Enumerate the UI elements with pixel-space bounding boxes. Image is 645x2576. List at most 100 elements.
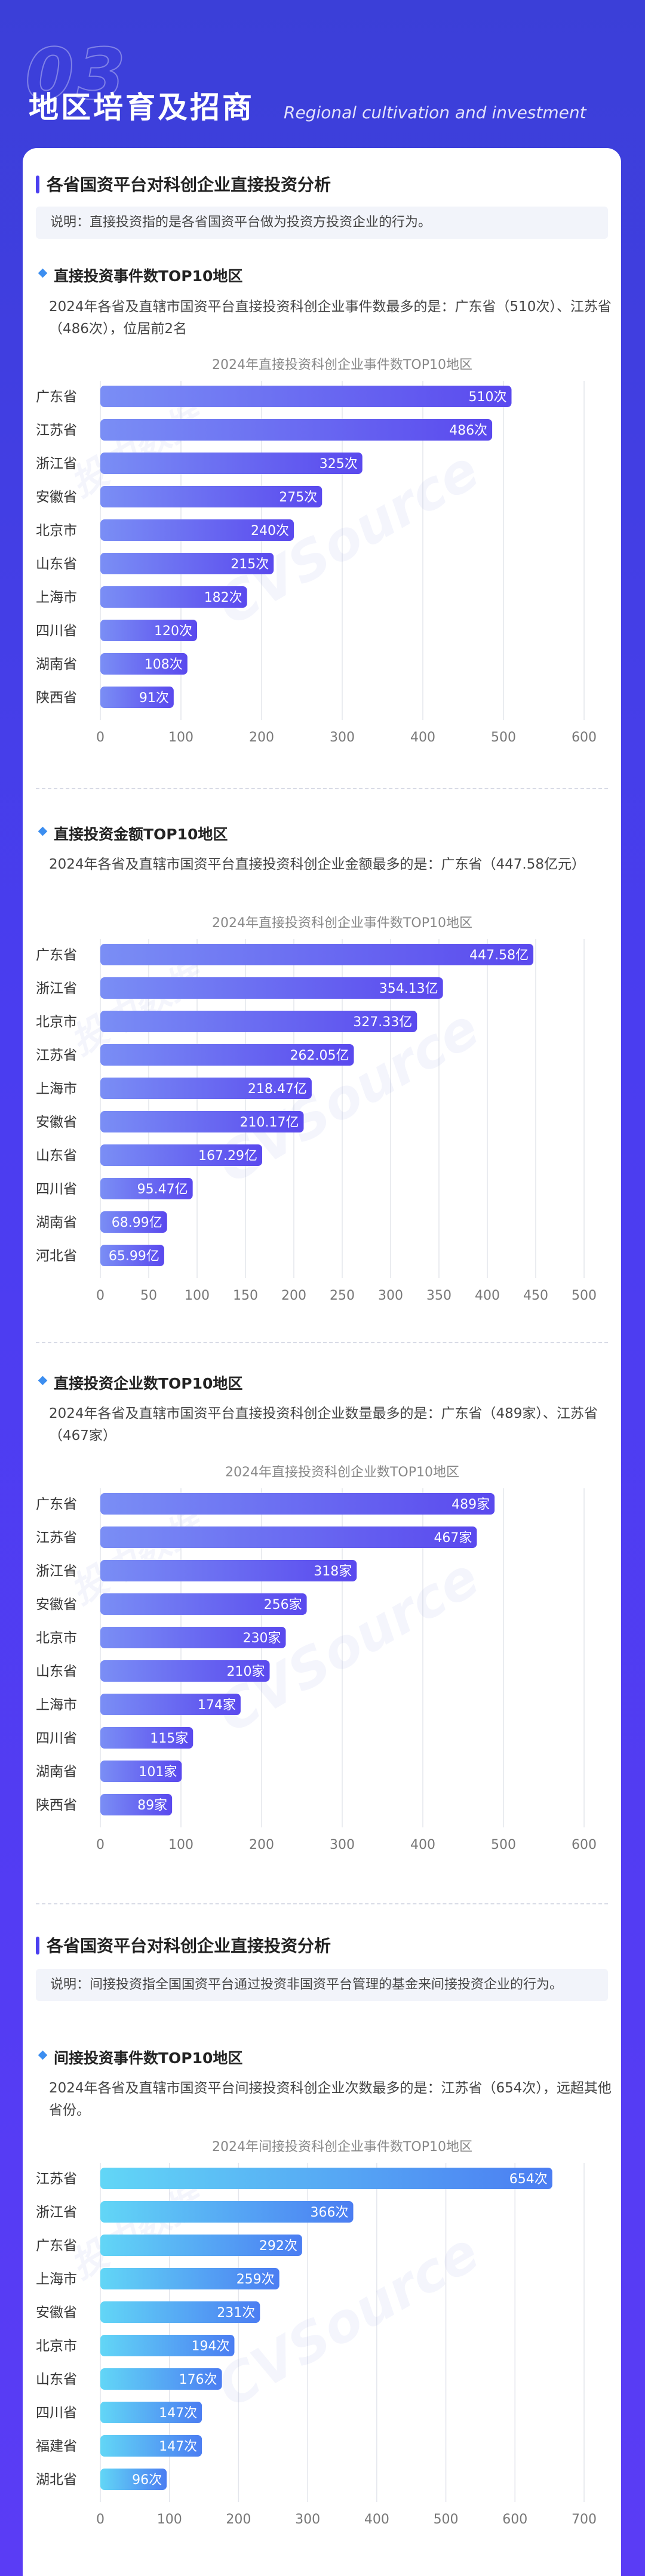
subtitle-chart-1: 直接投资事件数TOP10地区	[38, 264, 242, 286]
bar	[100, 486, 322, 507]
x-tick-label: 600	[572, 1838, 597, 1852]
x-tick-label: 300	[330, 730, 355, 745]
diamond-icon	[38, 1375, 48, 1386]
bar	[100, 1493, 495, 1515]
x-tick-label: 0	[96, 2512, 105, 2527]
y-category-label: 四川省	[36, 2405, 77, 2421]
page-subtitle: Regional cultivation and investment	[284, 103, 586, 122]
bar	[100, 620, 197, 641]
bar-value-label: 101家	[139, 1765, 177, 1780]
y-category-label: 广东省	[36, 2238, 77, 2254]
bar-value-label: 467家	[434, 1531, 472, 1546]
y-category-label: 上海市	[36, 590, 77, 605]
x-tick-label: 200	[226, 2512, 251, 2527]
x-tick-label: 0	[96, 1288, 105, 1303]
desc-chart-1: 2024年各省及直辖市国资平台直接投资科创企业事件数最多的是：广东省（510次）…	[49, 299, 612, 337]
y-category-label: 四川省	[36, 1731, 77, 1746]
bar	[100, 1627, 286, 1648]
x-tick-label: 400	[410, 730, 435, 745]
y-category-label: 山东省	[36, 1148, 77, 1164]
bar-value-label: 210.17亿	[239, 1115, 299, 1130]
y-category-label: 浙江省	[36, 456, 77, 472]
bar	[100, 2235, 302, 2256]
bar	[100, 1660, 270, 1682]
y-category-label: 江苏省	[36, 1530, 77, 1546]
subtitle-chart-4: 间接投资事件数TOP10地区	[38, 2046, 242, 2068]
bar	[100, 2368, 222, 2390]
x-tick-label: 500	[434, 2512, 459, 2527]
x-tick-label: 500	[572, 1288, 597, 1303]
bar	[100, 2201, 354, 2223]
desc-chart-2: 2024年各省及直辖市国资平台直接投资科创企业金额最多的是：广东省（447.58…	[49, 857, 586, 872]
bar	[100, 1111, 304, 1132]
divider	[36, 1903, 608, 1904]
y-category-label: 安徽省	[36, 1597, 77, 1612]
chart-title: 2024年直接投资科创企业事件数TOP10地区	[212, 916, 472, 931]
bar-chart-1: 2024年直接投资科创企业事件数TOP10地区 0 100 200 300 400 500 6…	[36, 358, 597, 745]
y-category-label: 上海市	[36, 1081, 77, 1097]
bar-value-label: 91次	[139, 691, 169, 706]
bar-value-label: 275次	[279, 490, 317, 505]
y-category-label: 陕西省	[36, 1798, 77, 1813]
bar-value-label: 654次	[509, 2172, 548, 2187]
bar-value-label: 115家	[150, 1731, 188, 1746]
bar-value-label: 147次	[159, 2406, 197, 2421]
desc-chart-4: 2024年各省及直辖市国资平台间接投资科创企业次数最多的是：江苏省（654次），…	[49, 2081, 612, 2118]
x-tick-label: 300	[330, 1838, 355, 1852]
bar-value-label: 486次	[449, 423, 487, 438]
bar	[100, 1526, 477, 1548]
y-category-label: 广东省	[36, 947, 77, 963]
x-tick-label: 100	[168, 1838, 194, 1852]
bar	[100, 944, 534, 965]
y-category-label: 浙江省	[36, 2205, 77, 2220]
chart-title: 2024年直接投资科创企业数TOP10地区	[225, 1465, 459, 1480]
x-tick-label: 300	[378, 1288, 403, 1303]
y-category-label: 江苏省	[36, 1048, 77, 1063]
bar	[100, 1044, 354, 1066]
bar-value-label: 447.58亿	[469, 948, 529, 963]
y-category-label: 福建省	[36, 2439, 77, 2454]
diamond-icon	[38, 826, 48, 836]
bar-chart-2: 2024年直接投资科创企业事件数TOP10地区 0 50 100 150 200 250 30…	[36, 916, 597, 1303]
bar-value-label: 292次	[259, 2239, 297, 2254]
bar	[100, 2335, 235, 2356]
y-category-label: 湖南省	[36, 657, 77, 672]
bar-value-label: 147次	[159, 2439, 197, 2454]
y-category-label: 山东省	[36, 1664, 77, 1679]
bar	[100, 1178, 193, 1199]
y-category-label: 广东省	[36, 1497, 77, 1512]
y-category-label: 江苏省	[36, 2171, 77, 2187]
x-tick-label: 0	[96, 1838, 105, 1852]
bar-value-label: 318家	[314, 1564, 352, 1579]
divider	[36, 1342, 608, 1343]
bar	[100, 1078, 312, 1099]
bar	[100, 1794, 173, 1815]
bar-value-label: 89家	[137, 1798, 167, 1813]
bar-value-label: 259次	[236, 2272, 275, 2287]
x-tick-label: 150	[233, 1288, 258, 1303]
y-category-label: 四川省	[36, 623, 77, 639]
bar-value-label: 510次	[469, 390, 507, 405]
content-card: 各省国资平台对科创企业直接投资分析 说明：直接投资指的是各省国资平台做为投资方投…	[23, 148, 621, 2576]
y-category-label: 湖南省	[36, 1764, 77, 1780]
bar	[100, 2268, 280, 2289]
bar-value-label: 174家	[198, 1698, 236, 1713]
y-category-label: 安徽省	[36, 2305, 77, 2320]
x-tick-label: 100	[157, 2512, 182, 2527]
section-title-indirect: 各省国资平台对科创企业直接投资分析	[36, 1933, 331, 1957]
bar-value-label: 230家	[243, 1631, 281, 1646]
bar-value-label: 325次	[320, 457, 358, 472]
bar	[100, 1560, 357, 1581]
x-tick-label: 0	[96, 730, 105, 745]
x-tick-label: 100	[168, 730, 194, 745]
subtitle-chart-2: 直接投资金额TOP10地区	[38, 823, 228, 844]
bar-value-label: 210家	[227, 1664, 265, 1679]
bar	[100, 453, 363, 474]
bar-value-label: 489家	[452, 1497, 490, 1512]
y-category-label: 湖北省	[36, 2472, 77, 2488]
bar	[100, 687, 174, 708]
bar	[100, 1211, 167, 1233]
bar	[100, 2435, 202, 2457]
y-category-label: 安徽省	[36, 490, 77, 505]
y-category-label: 上海市	[36, 2272, 77, 2287]
